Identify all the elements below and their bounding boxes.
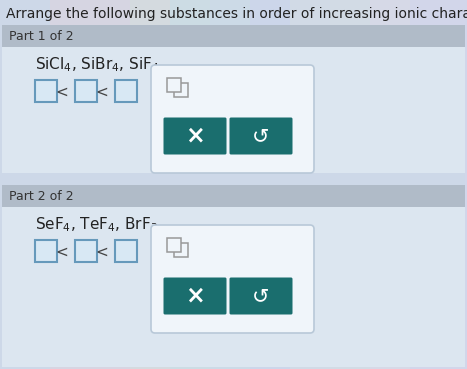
Text: Arrange the following substances in order of increasing ionic character of their: Arrange the following substances in orde…	[6, 7, 467, 21]
Bar	[2, 25, 465, 47]
Text: Part 1 of 2: Part 1 of 2	[9, 30, 74, 42]
FancyBboxPatch shape	[163, 117, 226, 155]
Text: ↺: ↺	[252, 126, 270, 146]
Bar	[35, 80, 57, 102]
FancyBboxPatch shape	[163, 277, 226, 314]
Text: SeF$_{4}$, TeF$_{4}$, BrF$_{3}$: SeF$_{4}$, TeF$_{4}$, BrF$_{3}$	[35, 215, 158, 234]
Bar	[174, 83, 188, 97]
Text: <: <	[96, 85, 108, 100]
Text: ×: ×	[185, 284, 205, 308]
FancyBboxPatch shape	[210, 0, 330, 369]
FancyBboxPatch shape	[290, 0, 410, 369]
Bar	[167, 78, 181, 92]
Bar	[2, 173, 465, 185]
Bar	[75, 240, 97, 262]
Bar	[115, 240, 137, 262]
Bar	[115, 80, 137, 102]
Bar	[75, 80, 97, 102]
Bar	[174, 243, 188, 257]
FancyBboxPatch shape	[130, 0, 250, 369]
FancyBboxPatch shape	[151, 225, 314, 333]
Text: <: <	[56, 85, 68, 100]
Bar	[2, 25, 465, 173]
FancyBboxPatch shape	[50, 0, 170, 369]
Text: SiCl$_{4}$, SiBr$_{4}$, SiF$_{4}$: SiCl$_{4}$, SiBr$_{4}$, SiF$_{4}$	[35, 56, 160, 74]
FancyBboxPatch shape	[229, 277, 292, 314]
Bar	[2, 185, 465, 207]
Text: <: <	[96, 245, 108, 259]
Text: <: <	[56, 245, 68, 259]
Bar	[167, 238, 181, 252]
FancyBboxPatch shape	[370, 0, 467, 369]
Bar	[2, 185, 465, 367]
Bar	[35, 240, 57, 262]
FancyBboxPatch shape	[151, 65, 314, 173]
Text: ×: ×	[185, 124, 205, 148]
FancyBboxPatch shape	[229, 117, 292, 155]
Text: ↺: ↺	[252, 286, 270, 306]
Text: Part 2 of 2: Part 2 of 2	[9, 190, 74, 203]
